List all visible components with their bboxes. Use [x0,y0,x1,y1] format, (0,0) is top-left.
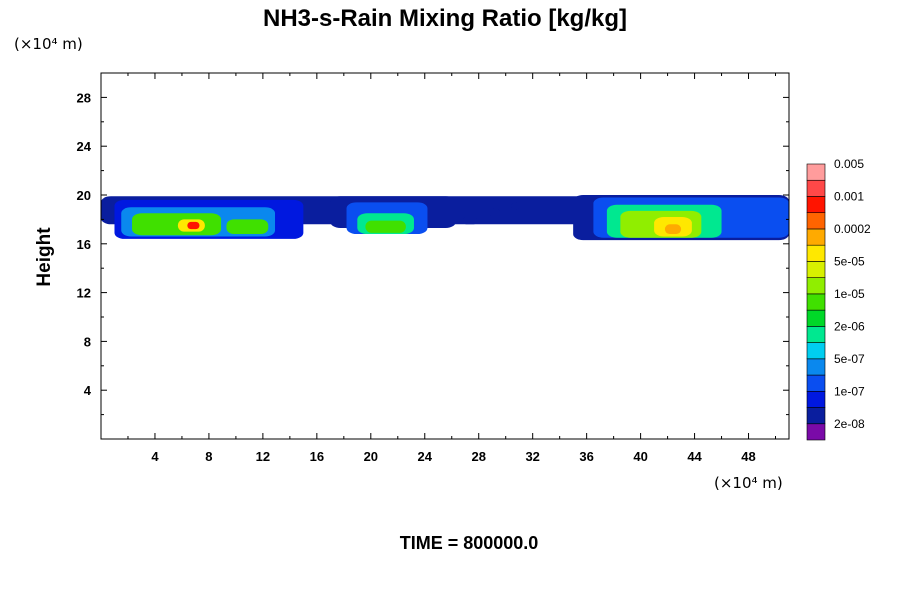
colorbar-label: 5e-07 [834,352,865,366]
colorbar-swatch-11 [806,261,826,278]
colorbar-swatch-2 [806,407,826,425]
x-tick-label: 24 [418,449,433,464]
x-tick-label: 32 [525,449,539,464]
x-tick-label: 12 [256,449,270,464]
colorbar-swatch-10 [806,277,826,295]
colorbar-swatch-7 [806,326,826,343]
colorbar-swatch-12 [806,244,826,262]
chart-title: NH3-s-Rain Mixing Ratio [kg/kg] [263,5,627,32]
x-tick-label: 8 [205,449,212,464]
x-axis-unit: (×10⁴ m) [714,474,783,492]
colorbar-label: 0.0002 [834,222,871,236]
contour-region-20 [489,208,501,217]
heatmap-field [101,195,789,241]
colorbar-swatch-15 [806,196,826,214]
colorbar-swatch-1 [806,423,826,441]
y-tick-label: 4 [84,383,92,398]
colorbar-swatch-16 [806,179,826,197]
y-axis-label: Height [34,227,55,287]
y-tick-label: 20 [77,188,91,203]
time-label: TIME = 800000.0 [400,533,539,553]
colorbar-swatch-4 [806,374,826,392]
x-tick-label: 16 [310,449,324,464]
x-tick-label: 20 [364,449,378,464]
plot-frame [100,72,790,440]
colorbar: 2e-08 1e-07 5e-07 2e-06 1e-05 5e-05 0.0002 0.00… [806,157,871,441]
colorbar-swatch-8 [806,309,826,327]
x-tick-label: 48 [741,449,755,464]
contour-region-7 [226,219,269,235]
y-tick-label: 16 [77,237,91,252]
y-tick-label: 8 [84,334,91,349]
colorbar-label: 2e-06 [834,319,865,333]
contour-region-11 [365,220,406,233]
colorbar-swatch-13 [806,228,826,246]
colorbar-label: 1e-07 [834,384,865,398]
contour-region-21 [511,202,520,210]
y-tick-label: 12 [77,286,91,301]
y-axis-unit: (×10⁴ m) [14,35,83,53]
x-tick-label: 4 [151,449,159,464]
colorbar-swatch-17 [806,163,826,181]
colorbar-label: 1e-05 [834,287,865,301]
x-tick-label: 40 [633,449,647,464]
colorbar-swatch-5 [806,358,826,376]
colorbar-label: 2e-08 [834,417,865,431]
colorbar-label: 0.005 [834,157,864,171]
y-tick-label: 28 [77,90,91,105]
colorbar-swatch-6 [806,342,826,360]
contour-region-18 [306,215,325,224]
colorbar-label: 5e-05 [834,254,865,268]
contour-region-19 [462,216,478,225]
x-tick-label: 44 [687,449,702,464]
contour-region-4 [132,213,222,236]
x-tick-label: 28 [471,449,485,464]
x-tick-label: 36 [579,449,593,464]
y-tick-label: 24 [77,139,92,154]
contour-region-6 [187,221,200,230]
colorbar-label: 0.001 [834,189,864,203]
colorbar-swatch-14 [806,212,826,230]
colorbar-swatch-9 [806,293,826,311]
contour-region-17 [664,224,682,235]
colorbar-swatch-3 [806,390,826,408]
